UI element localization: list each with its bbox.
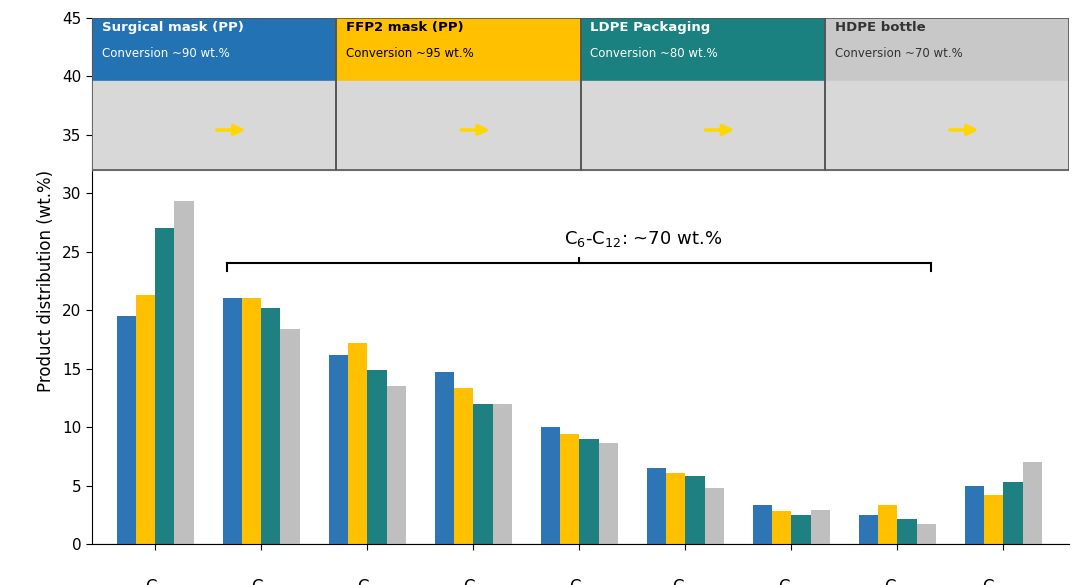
Bar <box>753 505 772 544</box>
Bar <box>175 201 193 544</box>
Bar <box>492 404 512 544</box>
Text: C$_{7}$: C$_{7}$ <box>357 577 378 585</box>
Bar <box>581 18 825 81</box>
Bar <box>704 488 724 544</box>
Bar <box>897 519 917 544</box>
Text: LDPE Packaging: LDPE Packaging <box>591 21 711 34</box>
Bar <box>666 473 686 544</box>
Bar <box>860 515 878 544</box>
Text: HDPE bottle: HDPE bottle <box>835 21 926 34</box>
Text: C$_{>13}$: C$_{>13}$ <box>983 577 1025 585</box>
Text: Conversion ~70 wt.%: Conversion ~70 wt.% <box>835 47 962 60</box>
Bar <box>242 298 261 544</box>
Bar <box>581 18 825 170</box>
Text: C$_{8}$: C$_{8}$ <box>463 577 484 585</box>
Bar <box>810 510 829 544</box>
Text: Conversion ~95 wt.%: Conversion ~95 wt.% <box>346 47 474 60</box>
Bar <box>580 439 598 544</box>
Bar <box>336 18 581 81</box>
Text: C$_{9}$: C$_{9}$ <box>569 577 590 585</box>
Text: Conversion ~80 wt.%: Conversion ~80 wt.% <box>591 47 718 60</box>
Bar <box>825 18 1069 170</box>
Bar <box>966 486 984 544</box>
Bar <box>336 81 581 170</box>
Bar <box>598 443 618 544</box>
Bar <box>336 18 581 170</box>
Bar <box>1003 482 1023 544</box>
Bar <box>118 316 136 544</box>
Bar <box>825 81 1069 170</box>
Bar <box>387 386 406 544</box>
Bar <box>92 81 336 170</box>
Text: C$_{12}$: C$_{12}$ <box>883 577 912 585</box>
Bar <box>792 515 810 544</box>
Bar <box>92 18 336 170</box>
Bar <box>224 298 242 544</box>
Bar <box>561 434 580 544</box>
Bar <box>473 404 492 544</box>
Text: C$_{6}$: C$_{6}$ <box>252 577 271 585</box>
Bar <box>261 308 281 544</box>
Bar <box>917 524 935 544</box>
Text: Conversion ~90 wt.%: Conversion ~90 wt.% <box>102 47 229 60</box>
Bar <box>349 343 367 544</box>
Bar <box>772 511 792 544</box>
Bar <box>878 505 897 544</box>
Bar <box>581 81 825 170</box>
Y-axis label: Product distribution (wt.%): Product distribution (wt.%) <box>37 170 55 392</box>
Bar <box>329 355 349 544</box>
Bar <box>647 468 666 544</box>
Bar <box>455 388 473 544</box>
Bar <box>92 18 336 81</box>
Bar <box>1023 462 1041 544</box>
Bar <box>136 295 156 544</box>
Text: C$_{11}$: C$_{11}$ <box>778 577 806 585</box>
Bar <box>825 18 1069 81</box>
Bar <box>281 329 299 544</box>
Text: FFP2 mask (PP): FFP2 mask (PP) <box>346 21 463 34</box>
Bar <box>367 370 387 544</box>
Text: Surgical mask (PP): Surgical mask (PP) <box>102 21 243 34</box>
Bar <box>541 427 561 544</box>
Bar <box>686 476 704 544</box>
Text: C$_{10}$: C$_{10}$ <box>672 577 700 585</box>
Text: C$_6$-C$_{12}$: ~70 wt.%: C$_6$-C$_{12}$: ~70 wt.% <box>564 229 723 249</box>
Bar <box>984 495 1003 544</box>
Bar <box>435 372 455 544</box>
Bar <box>156 228 175 544</box>
Text: C$_{4}$: C$_{4}$ <box>145 577 165 585</box>
